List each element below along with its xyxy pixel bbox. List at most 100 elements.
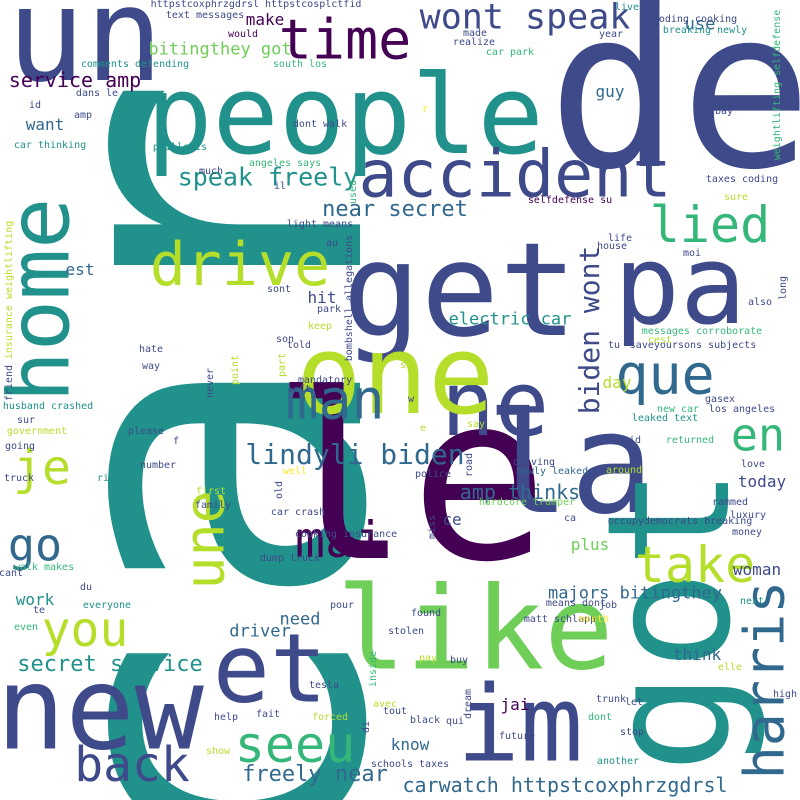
cloud-word: saveyoursons subjects — [629, 340, 757, 351]
cloud-word: de — [547, 0, 800, 218]
cloud-word: jai — [500, 695, 530, 714]
cloud-word: point — [230, 354, 241, 386]
cloud-word: r — [421, 104, 429, 115]
cloud-word: around — [605, 465, 643, 476]
cloud-word: first — [195, 486, 227, 497]
cloud-word: old — [274, 480, 285, 500]
cloud-word: let — [624, 697, 644, 708]
cloud-word: dont walk — [292, 119, 348, 130]
cloud-word: amp — [73, 110, 93, 121]
cloud-word: still — [534, 264, 566, 275]
cloud-word: coding cooking — [652, 14, 738, 25]
cloud-word: drive — [149, 230, 331, 300]
cloud-word: said — [616, 435, 642, 446]
cloud-word: ebay — [708, 106, 734, 117]
cloud-word: fait — [255, 709, 281, 720]
cloud-word: place — [710, 97, 742, 108]
cloud-word: help — [213, 712, 239, 723]
cloud-word: would — [227, 29, 259, 40]
cloud-word: used — [348, 179, 359, 205]
cloud-word: electric car — [448, 309, 572, 330]
cloud-word: ca — [563, 513, 577, 524]
cloud-word: family — [194, 500, 232, 511]
cloud-word: work — [15, 590, 55, 609]
cloud-word: new — [0, 642, 204, 777]
cloud-word: dream — [463, 688, 474, 720]
cloud-word: gasex — [704, 394, 736, 405]
cloud-word: sur — [16, 415, 36, 426]
cloud-word: elle — [717, 662, 743, 673]
cloud-word: stolen — [387, 626, 425, 637]
cloud-word: plus — [570, 535, 610, 554]
cloud-word: amp thinks — [459, 480, 581, 504]
cloud-word: secret service — [17, 652, 203, 677]
cloud-word: et — [212, 614, 328, 725]
cloud-word: show — [205, 746, 231, 757]
cloud-word: que — [615, 342, 715, 407]
cloud-word: keep — [307, 321, 333, 332]
cloud-word: light means — [286, 219, 354, 230]
cloud-word: realize — [452, 37, 496, 48]
cloud-word: hardcore trumper — [478, 497, 576, 508]
cloud-word: next — [739, 596, 765, 607]
cloud-word: go — [7, 518, 63, 572]
cloud-word: trunk — [595, 694, 627, 705]
cloud-word: je — [13, 440, 71, 496]
cloud-word: man — [285, 367, 385, 432]
cloud-word: back — [74, 737, 190, 793]
cloud-word: south los — [272, 59, 328, 70]
cloud-word: stop — [619, 727, 645, 738]
cloud-word: comments defending — [80, 59, 190, 70]
cloud-word: government — [6, 426, 68, 437]
cloud-word: park — [316, 304, 342, 315]
cloud-word: need — [279, 609, 321, 630]
cloud-word: service amp — [8, 68, 142, 92]
cloud-word: driving — [512, 457, 556, 468]
cloud-word: window — [131, 237, 169, 248]
cloud-word: httpstcoxphrzgdrsl httpstcosplctfid — [150, 0, 362, 10]
cloud-word: everyone — [82, 600, 132, 611]
cloud-word: live — [614, 2, 640, 13]
cloud-word: un — [6, 0, 164, 111]
cloud-word: truck — [3, 473, 35, 484]
cloud-word: en — [730, 408, 786, 462]
cloud-word: seeu — [234, 716, 356, 774]
cloud-word: found — [410, 608, 442, 619]
cloud-word: please — [127, 426, 165, 437]
cloud-word: matt schlapp — [523, 614, 597, 625]
cloud-word: high — [772, 689, 798, 700]
cloud-word: newly leaked — [515, 466, 589, 477]
cloud-word: leaked text — [631, 413, 699, 424]
cloud-word: dans le — [75, 88, 119, 99]
cloud-word: job — [598, 600, 618, 611]
cloud-word: est — [65, 260, 95, 279]
cloud-word: friend — [4, 364, 15, 402]
cloud-word: miss — [427, 514, 438, 540]
cloud-word: pour — [329, 600, 355, 611]
cloud-word: say — [466, 419, 486, 430]
cloud-word: tu — [607, 340, 621, 351]
cloud-word: bombshell allegations — [344, 234, 355, 362]
cloud-word: car thinking — [13, 140, 87, 151]
cloud-word: il — [273, 181, 287, 192]
cloud-word: one — [295, 311, 495, 439]
cloud-word: lied — [649, 196, 771, 254]
cloud-word: police — [414, 469, 452, 480]
cloud-word: get — [342, 214, 578, 366]
cloud-word: le — [271, 346, 549, 613]
cloud-word: long — [778, 275, 789, 301]
cloud-word: au — [325, 238, 339, 249]
cloud-word: breaking newly — [662, 25, 748, 36]
cloud-word: black — [409, 715, 441, 726]
cloud-word: rabadash — [131, 130, 142, 180]
cloud-word: mai — [294, 511, 386, 569]
cloud-word: moi — [682, 248, 702, 259]
cloud-word: los angeles — [708, 404, 776, 415]
cloud-word: hate — [138, 344, 164, 355]
cloud-word: ne — [440, 352, 550, 457]
cloud-word: left — [286, 384, 312, 395]
cloud-word: way — [141, 361, 161, 372]
cloud-word: part — [277, 352, 288, 378]
cloud-word: returned — [665, 435, 715, 446]
